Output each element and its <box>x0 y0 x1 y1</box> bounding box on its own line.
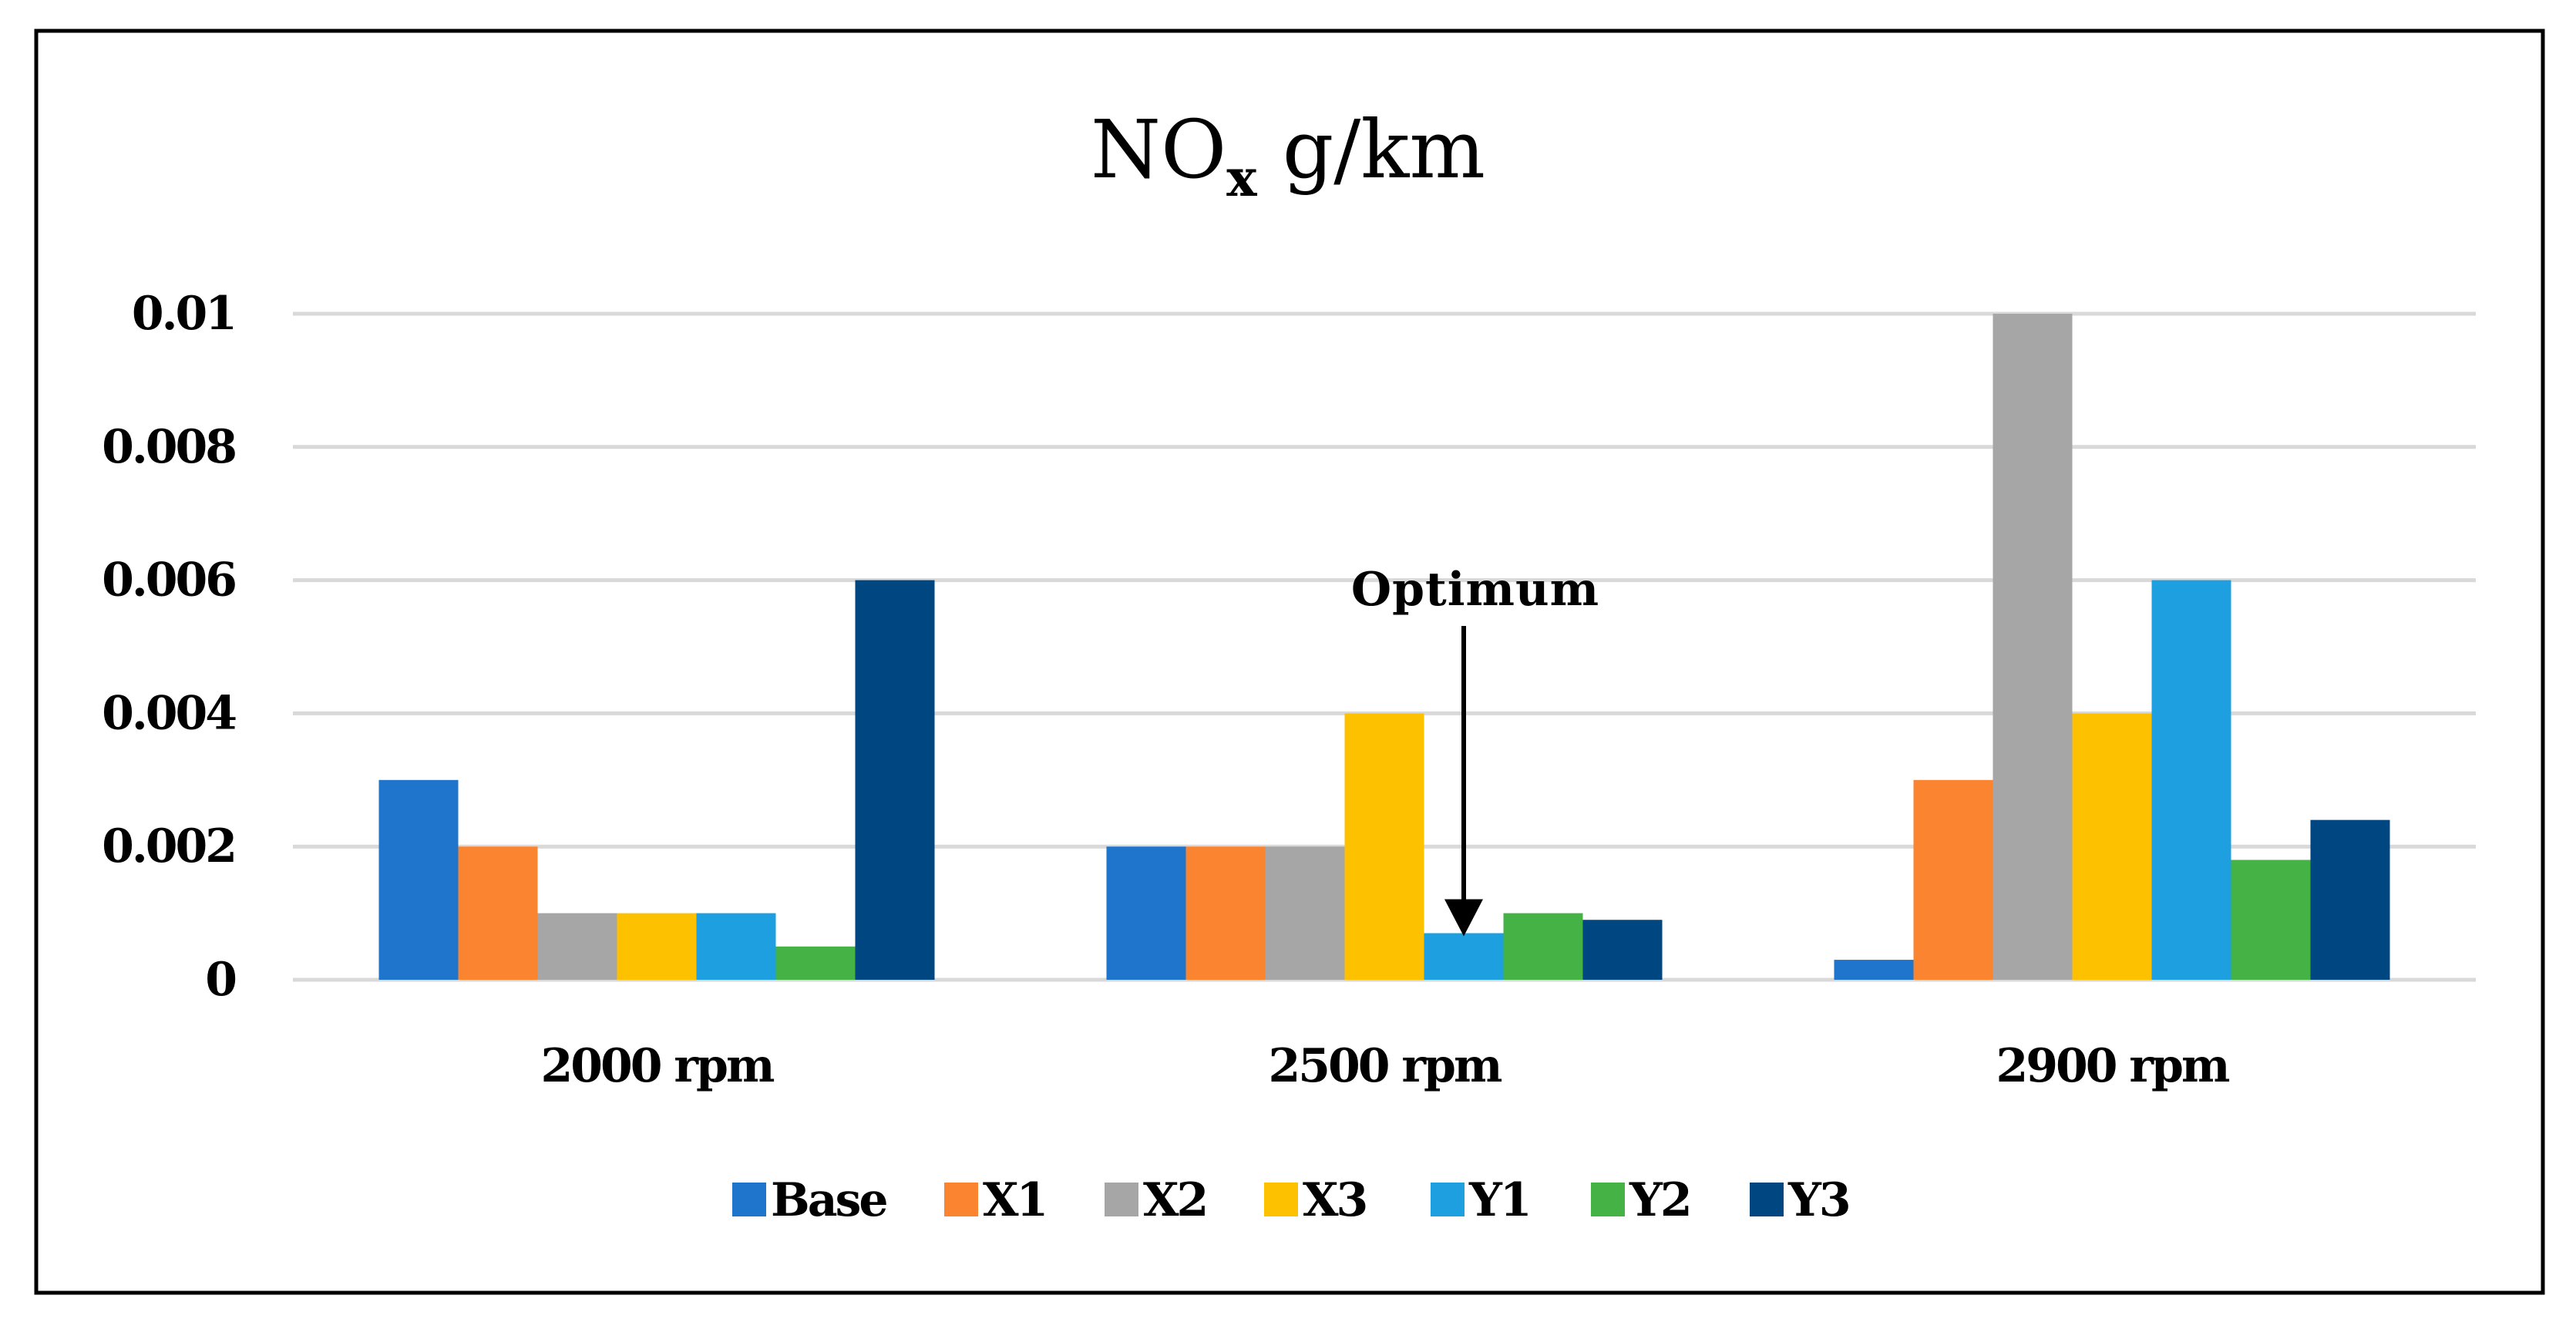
y-tick-label: 0.004 <box>102 686 236 740</box>
chart-title-main: NO <box>1091 103 1226 197</box>
bar-y1-2500-rpm <box>1424 933 1504 980</box>
bars <box>378 314 2390 980</box>
bar-y1-2000-rpm <box>696 913 776 980</box>
bar-base-2000-rpm <box>378 779 459 980</box>
legend-label-y2: Y2 <box>1629 1173 1690 1227</box>
bar-base-2500-rpm <box>1106 846 1186 980</box>
bar-y1-2900-rpm <box>2151 580 2231 980</box>
legend-swatch-y1 <box>1431 1183 1465 1216</box>
bar-y3-2900-rpm <box>2310 819 2390 980</box>
bar-x1-2500-rpm <box>1185 846 1266 980</box>
bar-base-2900-rpm <box>1834 960 1914 980</box>
legend-swatch-x3 <box>1264 1183 1298 1216</box>
legend: Base X1 X2 X3 Y1 Y2 Y3 <box>732 1173 1851 1227</box>
bar-x3-2500-rpm <box>1344 713 1424 980</box>
x-axis-ticks: 2000 rpm 2500 rpm 2900 rpm <box>541 1039 2232 1093</box>
legend-label-base: Base <box>771 1173 886 1227</box>
chart-title-unit: g/km <box>1257 103 1485 197</box>
annotation-label: Optimum <box>1351 563 1599 617</box>
bar-y2-2000-rpm <box>775 946 856 980</box>
legend-label-x3: X3 <box>1303 1173 1366 1227</box>
bar-x1-2000-rpm <box>458 846 538 980</box>
legend-label-x1: X1 <box>983 1173 1046 1227</box>
legend-swatch-y3 <box>1750 1183 1784 1216</box>
legend-swatch-y2 <box>1591 1183 1625 1216</box>
bar-x2-2000-rpm <box>537 913 617 980</box>
y-tick-label: 0.01 <box>132 287 235 341</box>
legend-swatch-x1 <box>944 1183 978 1216</box>
x-tick-label: 2500 rpm <box>1269 1039 1502 1093</box>
bar-x2-2900-rpm <box>1993 314 2073 980</box>
bar-y2-2900-rpm <box>2231 860 2311 980</box>
bar-y3-2000-rpm <box>855 580 935 980</box>
bar-y2-2500-rpm <box>1503 913 1583 980</box>
bar-x3-2000-rpm <box>617 913 697 980</box>
chart-title-subscript: x <box>1226 148 1257 208</box>
y-tick-label: 0.002 <box>102 819 235 873</box>
y-tick-label: 0.006 <box>102 553 235 607</box>
legend-label-x2: X2 <box>1143 1173 1206 1227</box>
legend-label-y1: Y1 <box>1468 1173 1530 1227</box>
annotation-arrow-head <box>1444 899 1483 937</box>
x-tick-label: 2000 rpm <box>541 1039 775 1093</box>
bar-x3-2900-rpm <box>2072 713 2152 980</box>
y-tick-label: 0 <box>205 953 235 1007</box>
legend-swatch-base <box>732 1183 766 1216</box>
legend-swatch-x2 <box>1105 1183 1138 1216</box>
bar-x1-2900-rpm <box>1913 779 1993 980</box>
annotation: Optimum <box>1351 563 1599 937</box>
bar-y3-2500-rpm <box>1582 920 1663 980</box>
y-axis-ticks: 0 0.002 0.004 0.006 0.008 0.01 <box>102 287 238 1007</box>
bar-x2-2500-rpm <box>1265 846 1345 980</box>
chart-frame <box>34 29 2545 1295</box>
x-tick-label: 2900 rpm <box>1996 1039 2230 1093</box>
chart-title: NOx g/km <box>1091 103 1485 208</box>
y-tick-label: 0.008 <box>102 420 235 474</box>
legend-label-y3: Y3 <box>1787 1173 1849 1227</box>
